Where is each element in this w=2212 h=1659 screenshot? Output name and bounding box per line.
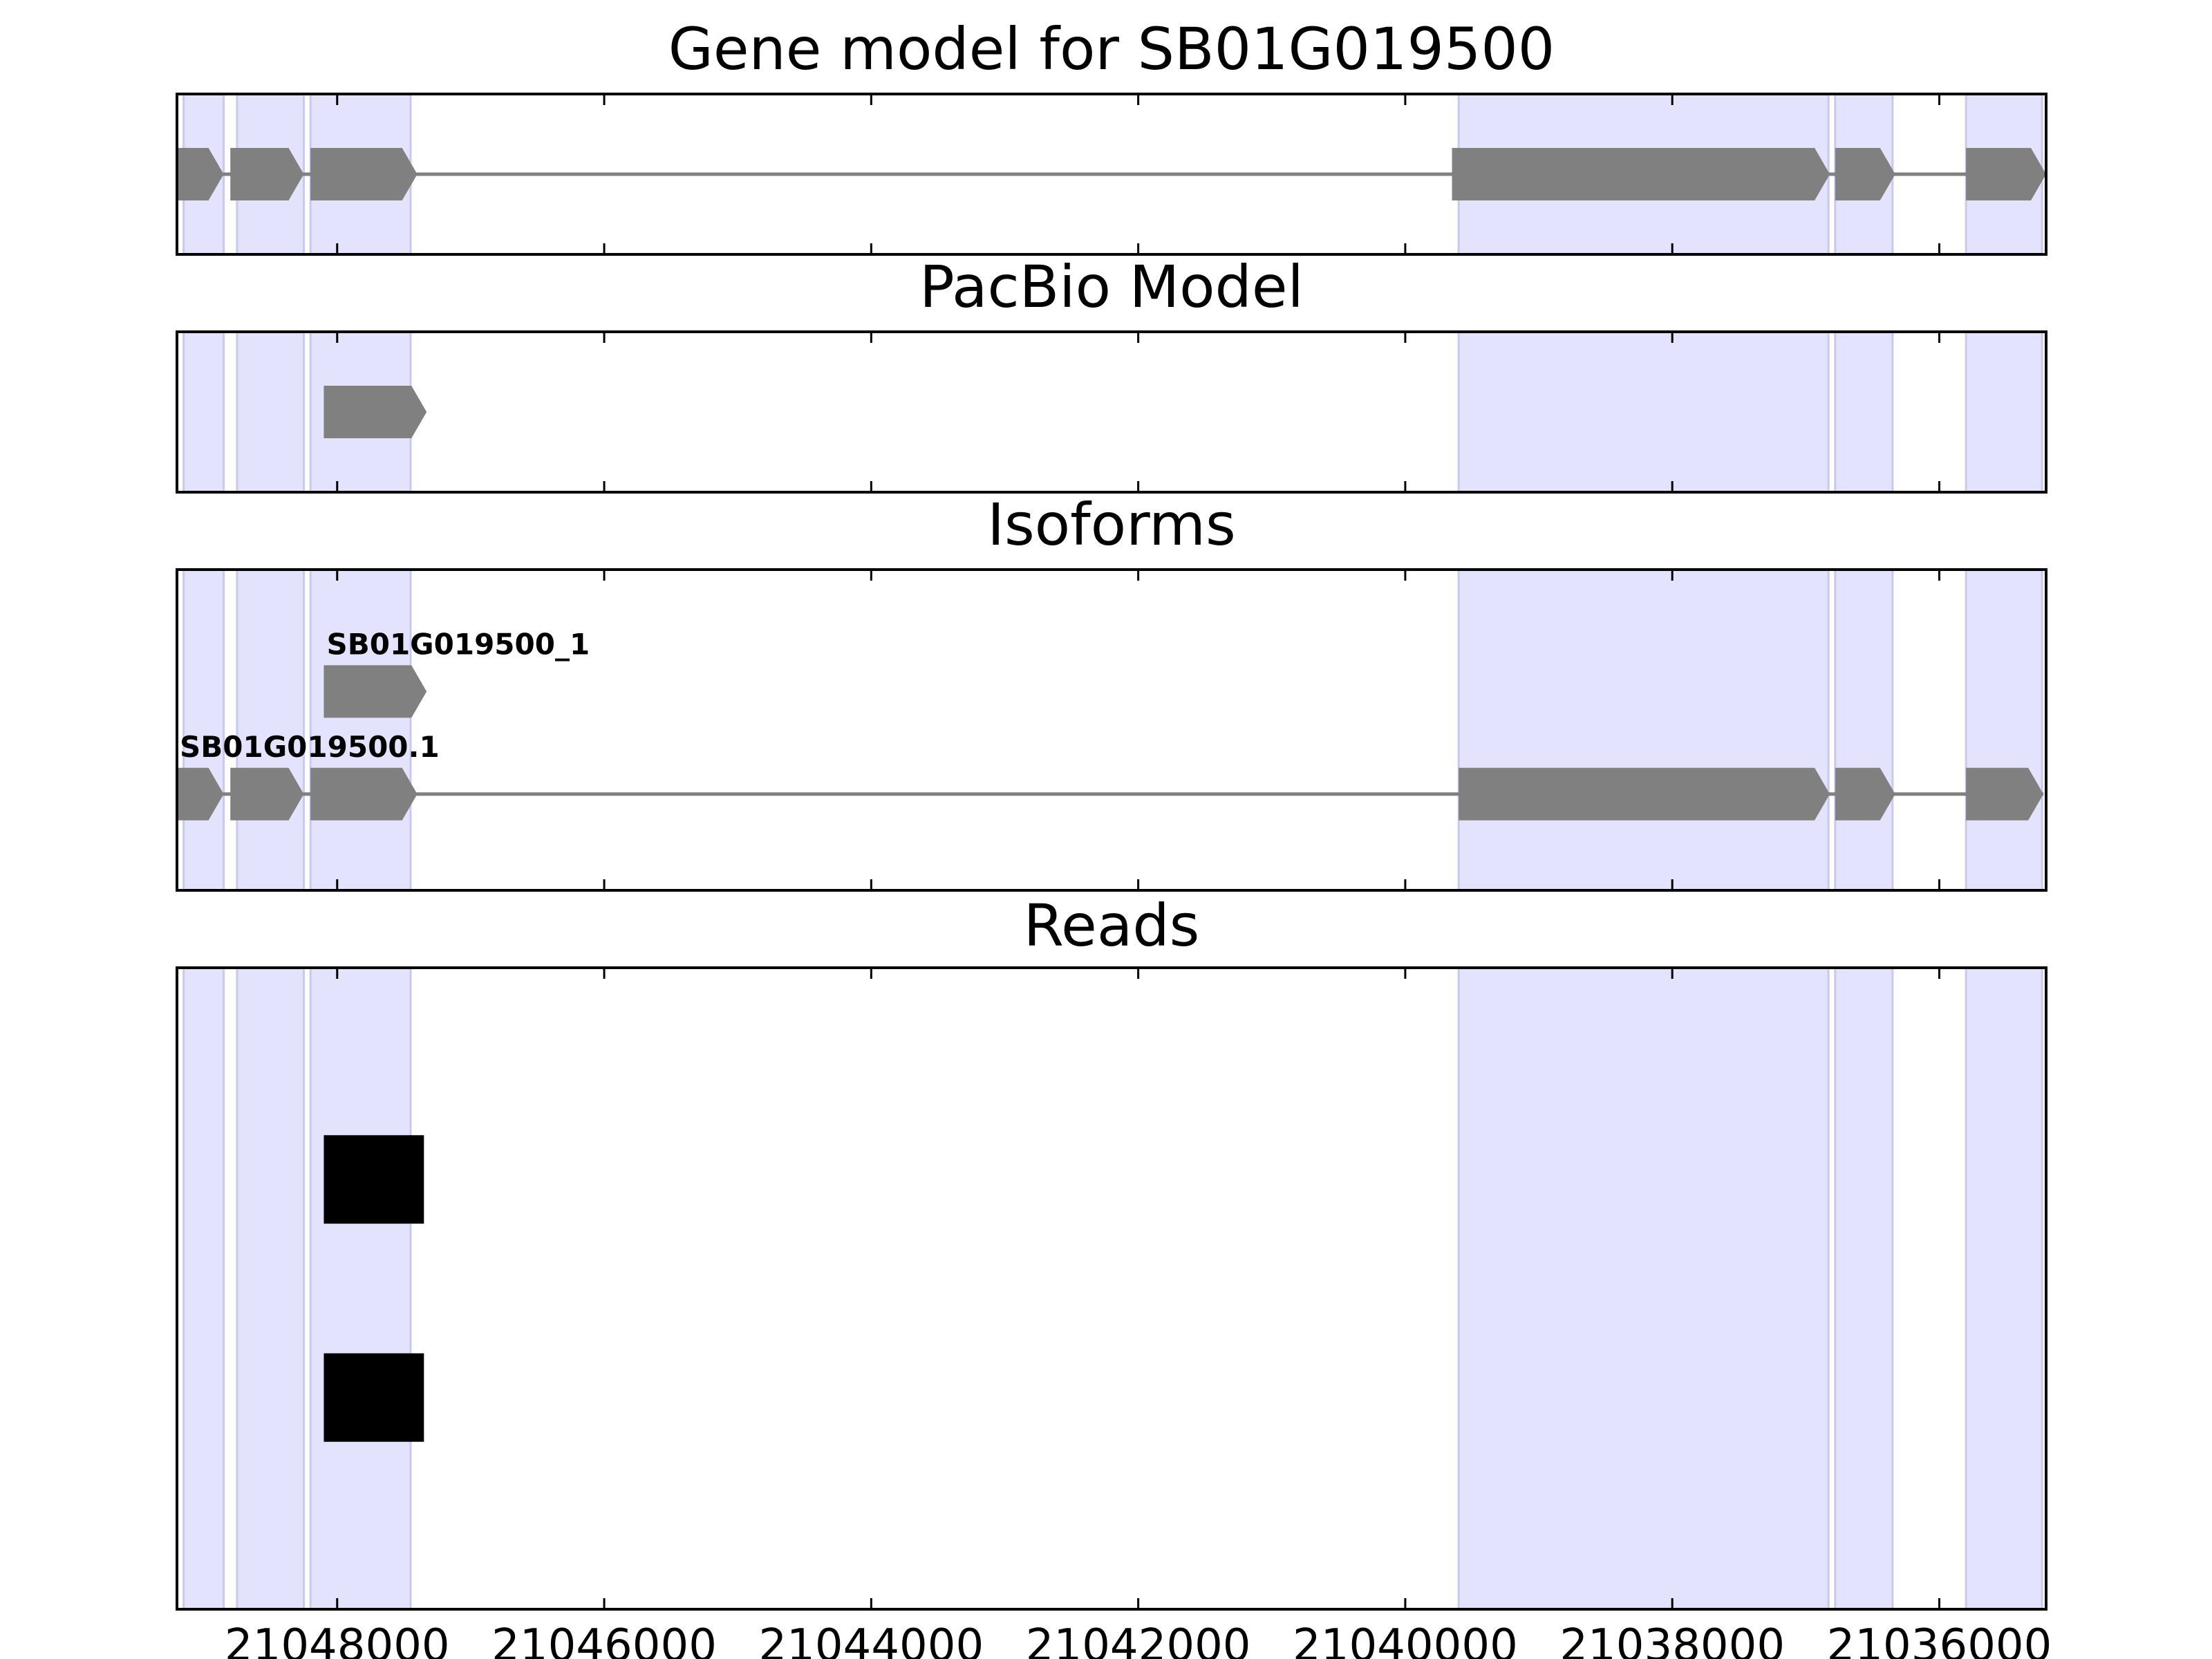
exon-highlight-band bbox=[1965, 332, 2043, 492]
x-tick-label: 21040000 bbox=[1293, 1620, 1518, 1659]
exon-highlight-band bbox=[182, 968, 225, 1609]
exon-arrow bbox=[310, 148, 418, 200]
exon-highlight-band bbox=[182, 332, 225, 492]
panel-1: Gene model for SB01G019500 bbox=[176, 15, 2047, 256]
exon-highlight-band bbox=[1457, 968, 1830, 1609]
x-tick-label: 21044000 bbox=[758, 1620, 984, 1659]
panel-title: PacBio Model bbox=[919, 253, 1304, 321]
exon-arrow bbox=[324, 386, 427, 438]
exon-arrow bbox=[1835, 767, 1895, 821]
exon-arrow bbox=[230, 767, 304, 821]
exon-arrow bbox=[177, 767, 224, 821]
exon-highlight-band bbox=[1457, 332, 1830, 492]
exon-arrow bbox=[1459, 767, 1830, 821]
panel-plot-area bbox=[182, 968, 2043, 1609]
exon-highlight-band bbox=[1965, 968, 2043, 1609]
exon-highlight-band bbox=[1834, 968, 1894, 1609]
exon-arrow bbox=[177, 148, 224, 200]
x-tick-label: 21046000 bbox=[491, 1620, 717, 1659]
panel-3: Isoforms SB01G019500_1 SB01G019500.1 bbox=[176, 491, 2047, 892]
isoform-label: SB01G019500_1 bbox=[326, 627, 590, 661]
exon-highlight-band bbox=[1834, 332, 1894, 492]
panel-frame bbox=[176, 93, 2047, 256]
exon-highlight-band bbox=[236, 332, 305, 492]
exon-arrow bbox=[310, 767, 418, 821]
panel-frame bbox=[176, 568, 2047, 892]
x-axis-labels: 21048000 21046000 21044000 21042000 21040000… bbox=[225, 1620, 2052, 1659]
isoform-label: SB01G019500.1 bbox=[180, 730, 440, 764]
read-bar bbox=[324, 1135, 424, 1224]
panel-plot-area bbox=[177, 94, 2046, 254]
exon-highlight-band bbox=[1965, 570, 2043, 890]
x-tick-label: 21036000 bbox=[1827, 1620, 2052, 1659]
exon-highlight-band bbox=[309, 570, 412, 890]
x-tick-label: 21038000 bbox=[1559, 1620, 1785, 1659]
panel-2: PacBio Model bbox=[176, 253, 2047, 494]
panel-frame bbox=[176, 966, 2047, 1611]
exon-highlight-band bbox=[236, 968, 305, 1609]
x-tick-label: 21048000 bbox=[225, 1620, 450, 1659]
exon-arrow bbox=[1835, 148, 1895, 200]
exon-highlight-band bbox=[1457, 570, 1830, 890]
exon-arrow bbox=[230, 148, 304, 200]
exon-highlight-band bbox=[236, 570, 305, 890]
panel-plot-area bbox=[182, 332, 2043, 492]
exon-arrow bbox=[1966, 148, 2046, 200]
panel-title: Gene model for SB01G019500 bbox=[668, 15, 1555, 83]
x-tick-label: 21042000 bbox=[1026, 1620, 1251, 1659]
panel-frame bbox=[176, 330, 2047, 494]
exon-arrow bbox=[324, 665, 427, 718]
panel-title: Reads bbox=[1024, 892, 1200, 959]
panel-title: Isoforms bbox=[987, 491, 1236, 559]
exon-highlight-band bbox=[309, 968, 412, 1609]
read-bar bbox=[324, 1353, 424, 1442]
exon-highlight-band bbox=[182, 570, 225, 890]
exon-arrow bbox=[1452, 148, 1830, 200]
panel-4: Reads bbox=[176, 892, 2047, 1611]
exon-highlight-band bbox=[1834, 570, 1894, 890]
exon-arrow bbox=[1966, 767, 2044, 821]
panel-plot-area bbox=[177, 570, 2044, 890]
